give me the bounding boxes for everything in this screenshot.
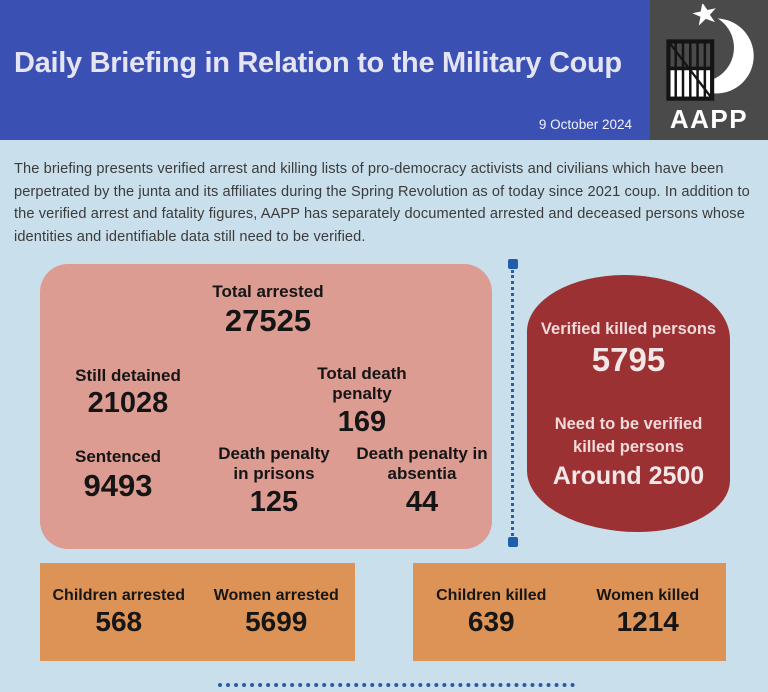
stat-women-killed: Women killed 1214 — [570, 587, 727, 638]
aapp-logo: AAPP — [650, 0, 768, 140]
stat-value: Around 2500 — [552, 461, 705, 490]
arrest-stats-panel: Total arrested 27525 Still detained 2102… — [40, 264, 492, 549]
stat-still-detained: Still detained 21028 — [75, 366, 181, 420]
stat-need-verified-killed: Need to be verified killed persons Aroun… — [549, 413, 709, 491]
stat-value: 44 — [405, 485, 439, 518]
arrested-demographics-panel: Children arrested 568 Women arrested 569… — [40, 563, 355, 661]
stat-label: Children killed — [436, 586, 547, 604]
stat-value: 27525 — [224, 303, 312, 339]
stat-label: Women arrested — [213, 586, 339, 604]
killed-demographics-panel: Children killed 639 Women killed 1214 — [413, 563, 726, 661]
stat-children-arrested: Children arrested 568 — [40, 587, 198, 638]
stat-label: Still detained — [75, 366, 181, 385]
stat-label: Children arrested — [52, 586, 185, 604]
logo-text: AAPP — [669, 104, 749, 134]
stat-label: Death penalty in prisons — [218, 444, 330, 484]
crescent-star-prison-icon — [665, 4, 754, 101]
divider-cap-top — [507, 259, 518, 269]
divider-cap-bottom — [507, 537, 518, 547]
stat-label: Total arrested — [212, 282, 324, 301]
stat-death-penalty-absentia: Death penalty in absentia 44 — [352, 444, 492, 519]
stat-verified-killed: Verified killed persons 5795 — [527, 318, 730, 379]
stat-sentenced: Sentenced 9493 — [75, 447, 161, 503]
stat-death-penalty-prisons: Death penalty in prisons 125 — [209, 444, 339, 519]
stat-value: 5795 — [591, 341, 666, 379]
divider-dotted-line — [511, 270, 514, 536]
stat-value: 9493 — [83, 468, 153, 504]
stat-label: Need to be verified killed persons — [554, 415, 703, 456]
page-title: Daily Briefing in Relation to the Milita… — [14, 47, 622, 79]
stat-value: 21028 — [87, 387, 169, 420]
stat-value: 5699 — [245, 605, 308, 637]
vertical-dotted-divider — [506, 259, 519, 547]
stat-value: 1214 — [616, 605, 679, 637]
stat-total-arrested: Total arrested 27525 — [212, 282, 323, 338]
intro-paragraph: The briefing presents verified arrest an… — [14, 161, 750, 245]
stat-label: Verified killed persons — [540, 320, 717, 338]
stat-label: Women killed — [596, 586, 700, 604]
stat-total-death-penalty: Total death penalty 169 — [297, 364, 427, 439]
header-banner: Daily Briefing in Relation to the Milita… — [0, 0, 768, 140]
stat-children-killed: Children killed 639 — [413, 587, 570, 638]
stat-label: Sentenced — [75, 447, 161, 466]
stat-women-arrested: Women arrested 5699 — [198, 587, 356, 638]
header-date: 9 October 2024 — [538, 117, 632, 132]
stat-value: 639 — [467, 605, 515, 637]
stat-value: 568 — [95, 605, 143, 637]
stat-value: 125 — [249, 485, 299, 518]
stat-value: 169 — [337, 405, 387, 438]
stat-label: Death penalty in absentia — [356, 444, 488, 484]
horizontal-dotted-line — [218, 683, 575, 687]
killed-stats-panel: Verified killed persons 5795 Need to be … — [527, 275, 730, 532]
stat-label: Total death penalty — [317, 364, 407, 404]
